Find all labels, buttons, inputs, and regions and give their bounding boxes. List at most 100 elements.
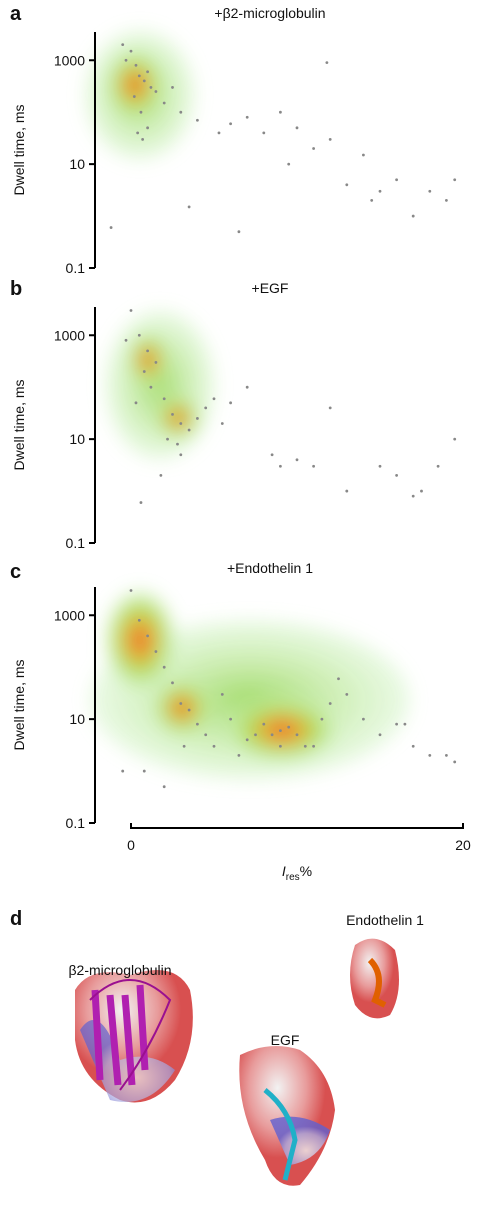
data-point xyxy=(129,589,133,592)
data-point xyxy=(162,665,166,669)
data-point xyxy=(325,61,329,65)
data-point xyxy=(146,349,150,353)
y-tick-label: 0.1 xyxy=(66,260,86,276)
data-point xyxy=(179,110,183,114)
structure-label: EGF xyxy=(271,1032,300,1048)
data-point xyxy=(411,744,415,748)
data-point xyxy=(149,86,153,89)
y-tick-label: 1000 xyxy=(54,52,85,68)
data-point xyxy=(287,725,291,729)
data-point xyxy=(378,733,382,737)
data-point xyxy=(162,101,166,105)
chart-title: +EGF xyxy=(252,280,289,296)
data-point xyxy=(279,464,282,468)
y-tick-label: 10 xyxy=(69,711,85,727)
data-point xyxy=(453,178,457,182)
data-point xyxy=(345,489,349,493)
data-point xyxy=(204,406,208,410)
data-point xyxy=(132,95,136,98)
structure-label: Endothelin 1 xyxy=(346,912,424,928)
panel-label: d xyxy=(10,908,22,930)
data-point xyxy=(179,453,183,457)
chart-title: +Endothelin 1 xyxy=(227,560,313,576)
data-point xyxy=(262,131,266,135)
data-point xyxy=(237,754,241,757)
x-label-suffix: % xyxy=(300,863,312,879)
chart-title: +β2-microglobulin xyxy=(214,5,325,21)
data-point xyxy=(142,79,146,83)
data-point xyxy=(303,744,307,748)
data-point xyxy=(124,58,128,62)
data-point xyxy=(337,677,340,681)
data-point xyxy=(229,717,233,721)
x-tick-label: 0 xyxy=(127,837,135,853)
data-point xyxy=(436,464,440,468)
data-point xyxy=(411,214,415,218)
data-point xyxy=(154,650,158,653)
data-point xyxy=(262,722,266,726)
data-point xyxy=(403,722,407,726)
data-point xyxy=(220,692,224,696)
data-point xyxy=(229,401,233,405)
panel-label: b xyxy=(10,278,22,300)
data-point xyxy=(320,717,324,721)
y-tick-label: 0.1 xyxy=(66,535,86,551)
data-point xyxy=(134,401,138,405)
data-point xyxy=(179,422,183,425)
data-point xyxy=(312,147,315,150)
data-point xyxy=(428,754,432,757)
data-point xyxy=(124,338,128,342)
data-point xyxy=(171,681,174,685)
data-point xyxy=(196,722,199,726)
data-point xyxy=(287,162,291,166)
data-point xyxy=(411,494,415,498)
panel-label: a xyxy=(10,3,22,25)
data-point xyxy=(187,708,191,712)
x-axis-label: Ires% xyxy=(282,863,312,883)
y-tick-label: 0.1 xyxy=(66,815,86,831)
data-point xyxy=(162,785,166,789)
y-tick-label: 10 xyxy=(69,156,85,172)
data-point xyxy=(378,464,382,468)
data-point xyxy=(166,437,169,441)
data-point xyxy=(187,205,191,209)
data-point xyxy=(129,49,133,53)
data-point xyxy=(328,702,332,705)
data-point xyxy=(154,90,158,93)
data-point xyxy=(179,702,183,705)
data-point xyxy=(217,131,221,135)
data-point xyxy=(220,422,224,425)
data-point xyxy=(187,428,191,432)
data-point xyxy=(146,126,150,130)
data-point xyxy=(142,370,146,373)
data-point xyxy=(420,489,423,493)
data-point xyxy=(362,153,365,157)
data-point xyxy=(146,634,150,638)
data-point xyxy=(146,70,150,74)
data-point xyxy=(182,744,186,748)
data-point xyxy=(212,397,216,401)
data-point xyxy=(196,118,199,122)
data-point xyxy=(129,309,133,312)
data-point xyxy=(142,769,146,773)
data-point xyxy=(453,760,457,764)
data-point xyxy=(121,769,125,773)
data-point xyxy=(245,115,249,119)
data-point xyxy=(279,744,282,748)
data-point xyxy=(395,178,398,182)
data-point xyxy=(328,137,332,141)
data-point xyxy=(176,442,179,446)
data-point xyxy=(395,474,398,477)
data-point xyxy=(229,122,233,126)
data-point xyxy=(212,744,216,748)
y-axis-label: Dwell time, ms xyxy=(11,659,27,750)
data-point xyxy=(445,199,448,202)
data-point xyxy=(139,110,143,114)
data-point xyxy=(137,333,141,337)
data-point xyxy=(171,86,174,89)
data-point xyxy=(134,63,138,67)
x-tick-label: 20 xyxy=(455,837,471,853)
x-label-sub: res xyxy=(286,872,300,883)
data-point xyxy=(149,385,153,389)
data-point xyxy=(279,110,282,114)
